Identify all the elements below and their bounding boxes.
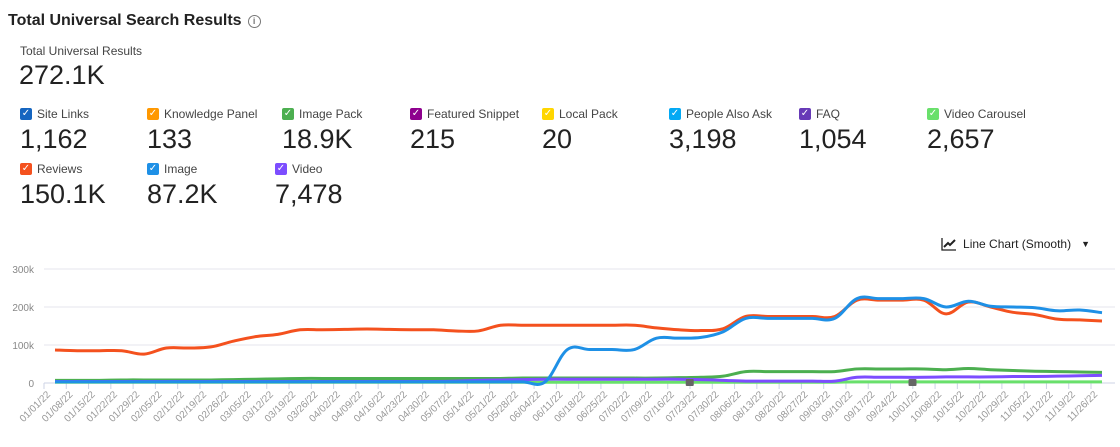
y-tick-label: 0 (28, 379, 34, 390)
metric-site-links: ✓ Site Links 1,162 (20, 107, 89, 155)
annotation-comment-icon[interactable] (685, 379, 694, 386)
metric-featured-snippet: ✓ Featured Snippet 215 (410, 107, 519, 155)
metric-image: ✓ Image 87.2K (147, 162, 218, 210)
total-label: Total Universal Results (20, 44, 143, 58)
metric-value: 3,198 (669, 124, 737, 154)
y-tick-label: 200k (12, 303, 35, 314)
metric-value: 20 (542, 124, 573, 154)
metric-label: ✓ Local Pack (542, 107, 618, 121)
metric-label-text: Image Pack (299, 107, 363, 121)
checkbox[interactable]: ✓ (147, 108, 159, 120)
metric-label: ✓ FAQ (799, 107, 867, 121)
metric-value: 87.2K (147, 179, 218, 209)
checkbox[interactable]: ✓ (20, 108, 32, 120)
metric-local-pack: ✓ Local Pack 20 (542, 107, 618, 155)
chart-type-label: Line Chart (Smooth) (963, 237, 1072, 251)
metric-label: ✓ People Also Ask (669, 107, 772, 121)
checkbox[interactable]: ✓ (927, 108, 939, 120)
metric-image-pack: ✓ Image Pack 18.9K (282, 107, 362, 155)
metric-label: ✓ Image Pack (282, 107, 362, 121)
metric-label: ✓ Featured Snippet (410, 107, 519, 121)
chart-type-dropdown[interactable]: Line Chart (Smooth) ▼ (941, 237, 1090, 251)
metric-value: 7,478 (275, 179, 343, 209)
checkbox[interactable]: ✓ (20, 163, 32, 175)
metric-label-text: Local Pack (559, 107, 618, 121)
metric-people-also-ask: ✓ People Also Ask 3,198 (669, 107, 772, 155)
metric-value: 1,054 (799, 124, 867, 154)
title-text: Total Universal Search Results (8, 12, 242, 29)
metric-value: 1,162 (20, 124, 88, 154)
metric-knowledge-panel: ✓ Knowledge Panel 133 (147, 107, 257, 155)
metric-label: ✓ Knowledge Panel (147, 107, 257, 121)
checkbox[interactable]: ✓ (669, 108, 681, 120)
metric-label-text: Image (164, 162, 198, 176)
checkbox[interactable]: ✓ (147, 163, 159, 175)
series-line-image (55, 295, 1103, 386)
metric-label-text: Knowledge Panel (164, 107, 258, 121)
metric-value: 150.1K (20, 179, 106, 209)
line-chart-icon (941, 238, 957, 251)
page-title: Total Universal Search Results i (8, 12, 261, 30)
metric-label: ✓ Video (275, 162, 343, 176)
metric-label: ✓ Reviews (20, 162, 106, 176)
checkbox[interactable]: ✓ (275, 163, 287, 175)
metric-faq: ✓ FAQ 1,054 (799, 107, 867, 155)
metric-value: 215 (410, 124, 456, 154)
metric-label-text: People Also Ask (686, 107, 773, 121)
y-tick-label: 300k (12, 265, 35, 276)
metric-label-text: Video Carousel (944, 107, 1026, 121)
caret-down-icon: ▼ (1081, 239, 1090, 249)
metric-video-carousel: ✓ Video Carousel 2,657 (927, 107, 1026, 155)
annotation-comment-icon[interactable] (908, 379, 917, 386)
checkbox[interactable]: ✓ (282, 108, 294, 120)
info-icon[interactable]: i (247, 14, 261, 28)
metric-value: 2,657 (927, 124, 995, 154)
checkbox[interactable]: ✓ (410, 108, 422, 120)
metric-reviews: ✓ Reviews 150.1K (20, 162, 106, 210)
metric-label-text: Site Links (37, 107, 90, 121)
checkbox[interactable]: ✓ (799, 108, 811, 120)
metric-video: ✓ Video 7,478 (275, 162, 343, 210)
metric-value: 18.9K (282, 124, 353, 154)
total-value: 272.1K (19, 60, 105, 90)
metric-label-text: Featured Snippet (427, 107, 520, 121)
metric-label: ✓ Image (147, 162, 218, 176)
line-chart: 0100k200k300k01/01/2201/08/2201/15/2201/… (12, 265, 1115, 425)
metric-label-text: Reviews (37, 162, 83, 176)
series-line-reviews (54, 297, 1103, 356)
metric-label-text: Video (292, 162, 323, 176)
metric-label-text: FAQ (816, 107, 841, 121)
checkbox[interactable]: ✓ (542, 108, 554, 120)
metric-label: ✓ Video Carousel (927, 107, 1026, 121)
metric-value: 133 (147, 124, 193, 154)
metric-label: ✓ Site Links (20, 107, 89, 121)
y-tick-label: 100k (12, 341, 35, 352)
